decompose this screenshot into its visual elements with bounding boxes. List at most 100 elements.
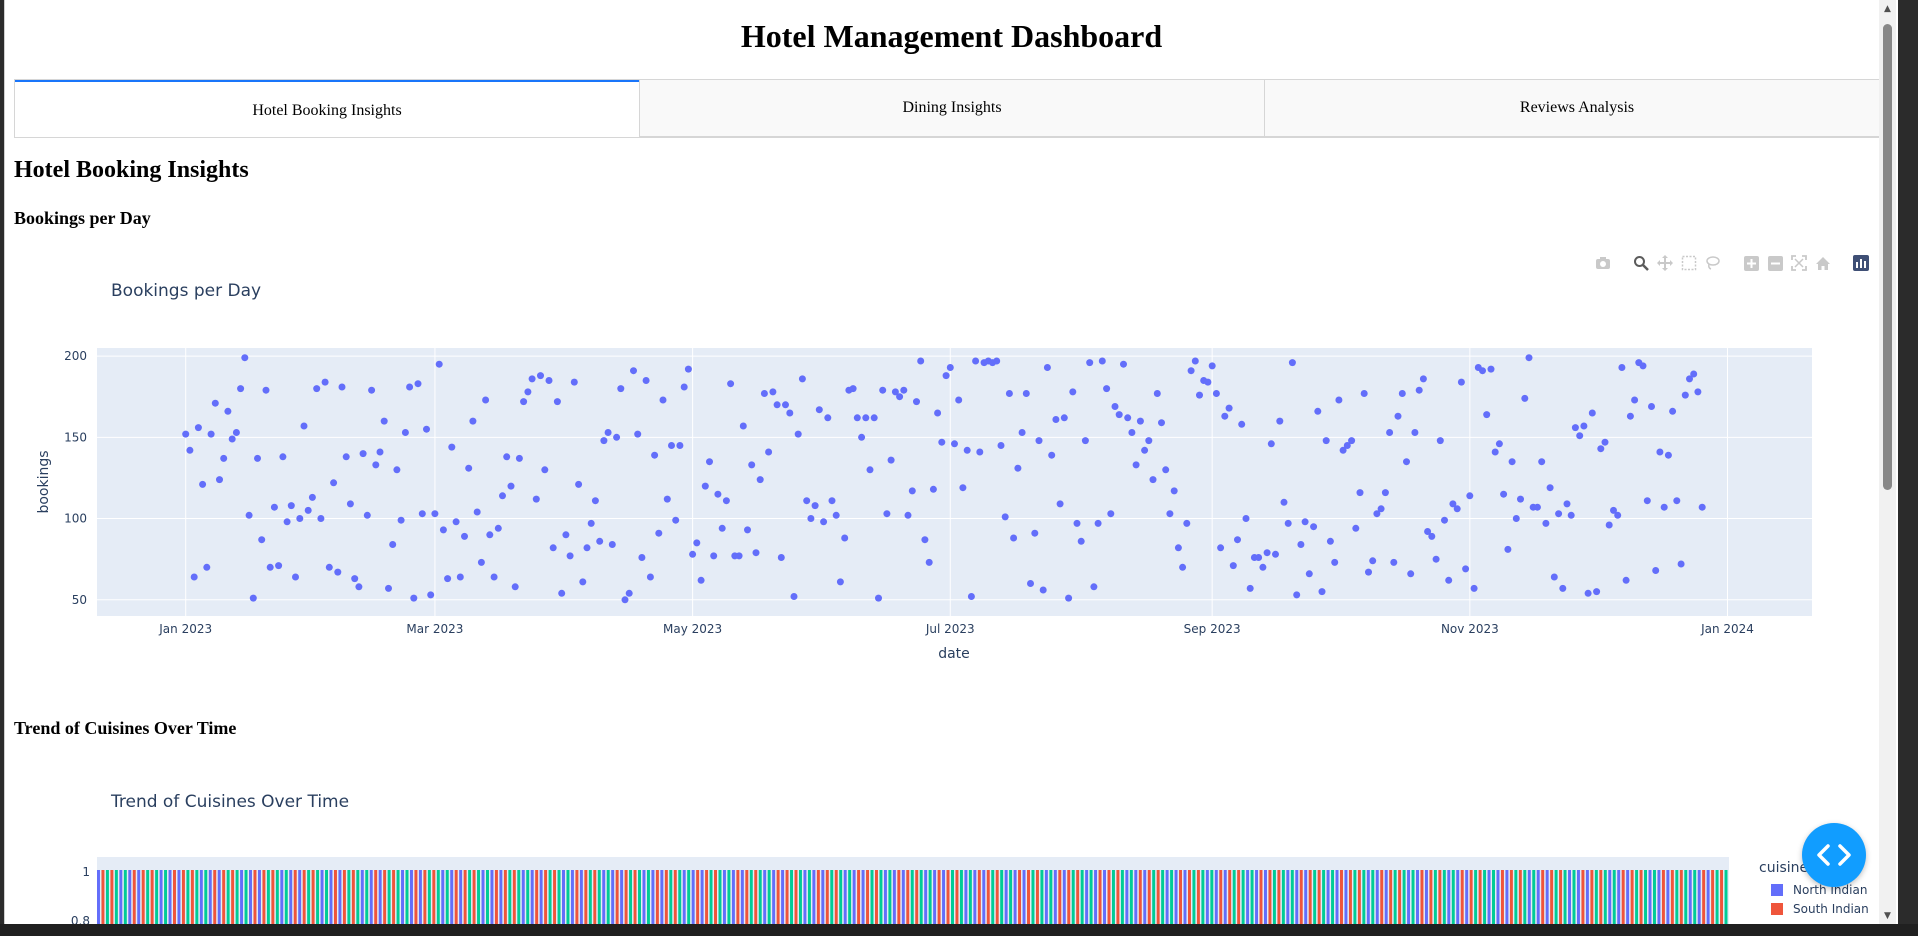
cuisine-bar <box>1290 870 1294 924</box>
cuisine-bar <box>445 870 449 924</box>
x-tick-label: May 2023 <box>663 622 722 636</box>
data-point <box>1348 437 1356 445</box>
data-point <box>1365 568 1372 576</box>
cuisine-bar <box>678 870 682 924</box>
pan-icon[interactable] <box>1656 254 1674 272</box>
data-point <box>1622 576 1630 584</box>
zoom-out-icon[interactable] <box>1766 254 1784 272</box>
tab-hotel-booking-insights[interactable]: Hotel Booking Insights <box>15 80 639 137</box>
data-point <box>283 518 291 526</box>
cuisine-bar <box>1214 870 1218 924</box>
cuisine-bar <box>1035 870 1039 924</box>
data-point <box>1441 516 1448 524</box>
cuisine-bar <box>1702 870 1706 924</box>
vertical-scrollbar[interactable]: ▲ ▼ <box>1879 0 1896 924</box>
data-point <box>828 497 836 505</box>
cuisine-bar <box>105 870 109 924</box>
reset-axes-icon[interactable] <box>1814 254 1832 272</box>
data-point <box>1145 437 1153 445</box>
cuisine-bar <box>1129 870 1133 924</box>
data-point <box>532 495 540 503</box>
cuisine-bar <box>879 870 883 924</box>
cuisine-bar <box>222 870 226 924</box>
lasso-icon[interactable] <box>1704 254 1722 272</box>
cuisine-bar <box>526 870 530 924</box>
scroll-up-arrow-icon[interactable]: ▲ <box>1884 3 1891 14</box>
cuisine-bar <box>137 870 141 924</box>
zoom-icon[interactable] <box>1632 254 1650 272</box>
scroll-down-arrow-icon[interactable]: ▼ <box>1884 910 1891 921</box>
data-point <box>807 515 815 522</box>
bookings-chart[interactable]: Bookings per Day 50 100 150 200 Jan 2023 Mar… <box>14 244 1890 674</box>
cuisine-bar <box>1509 870 1513 924</box>
legend-item-north-indian[interactable]: North Indian <box>1771 880 1869 899</box>
cuisine-bar <box>1018 870 1022 924</box>
cuisine-bar <box>727 870 731 924</box>
cuisine-bar <box>798 870 802 924</box>
cuisine-bar <box>1532 870 1536 924</box>
data-point <box>406 383 414 391</box>
autoscale-icon[interactable] <box>1790 254 1808 272</box>
data-point <box>993 357 1001 365</box>
data-point <box>1500 490 1508 498</box>
data-point <box>1610 506 1617 514</box>
data-point <box>1538 458 1546 466</box>
cuisine-bar <box>490 870 494 924</box>
cuisine-bar <box>320 870 324 924</box>
code-toggle-button[interactable] <box>1802 823 1866 887</box>
tab-reviews-analysis[interactable]: Reviews Analysis <box>1264 80 1889 137</box>
cuisine-bar <box>1263 870 1267 924</box>
section-heading: Hotel Booking Insights <box>14 157 249 183</box>
plotly-logo-icon[interactable] <box>1852 254 1870 272</box>
data-point <box>1103 385 1111 393</box>
data-point <box>896 393 904 401</box>
cuisine-bar <box>973 870 977 924</box>
cuisine-bar <box>1554 870 1558 924</box>
cuisine-bar <box>553 870 557 924</box>
data-point <box>346 500 354 508</box>
tab-dining-insights[interactable]: Dining Insights <box>639 80 1264 137</box>
data-point <box>1648 403 1655 410</box>
data-point <box>938 438 946 446</box>
data-point <box>904 511 912 519</box>
zoom-in-icon[interactable] <box>1742 254 1760 272</box>
data-point <box>199 480 207 488</box>
scroll-thumb[interactable] <box>1883 24 1892 490</box>
data-point <box>262 386 270 394</box>
cuisine-bar <box>329 870 333 924</box>
data-point <box>642 377 650 384</box>
data-point <box>330 479 338 487</box>
cuisine-bar <box>892 870 896 924</box>
data-point <box>634 430 642 438</box>
data-point <box>1065 594 1073 602</box>
cuisine-bar <box>1085 870 1089 924</box>
cuisine-bar <box>1304 870 1308 924</box>
data-point <box>359 450 367 458</box>
data-point <box>1563 500 1571 508</box>
box-select-icon[interactable] <box>1680 254 1698 272</box>
cuisine-bar <box>633 870 637 924</box>
cuisine-bar <box>1380 870 1384 924</box>
cuisine-bar <box>1433 870 1437 924</box>
data-point <box>1483 411 1491 419</box>
cuisine-bar <box>1389 870 1393 924</box>
cuisine-bar <box>128 870 132 924</box>
cuisine-bar <box>1295 870 1299 924</box>
data-point <box>879 386 887 394</box>
taskbar <box>0 924 1918 936</box>
cuisine-chart[interactable]: Trend of Cuisines Over Time 1 0.8 <box>14 752 1890 924</box>
data-point <box>469 417 477 425</box>
data-point <box>1386 429 1394 436</box>
cuisine-bar <box>253 870 257 924</box>
cuisine-bar <box>1451 870 1455 924</box>
cuisine-bar <box>638 870 641 924</box>
data-point <box>1457 378 1465 386</box>
cuisine-bar <box>1179 870 1183 924</box>
data-point <box>1128 429 1136 436</box>
data-point <box>672 516 680 524</box>
cuisine-bar <box>579 870 583 924</box>
data-point <box>1525 354 1533 362</box>
camera-icon[interactable] <box>1594 254 1612 272</box>
cuisine-bar <box>1161 870 1165 924</box>
legend-item-south-indian[interactable]: South Indian <box>1771 899 1869 918</box>
